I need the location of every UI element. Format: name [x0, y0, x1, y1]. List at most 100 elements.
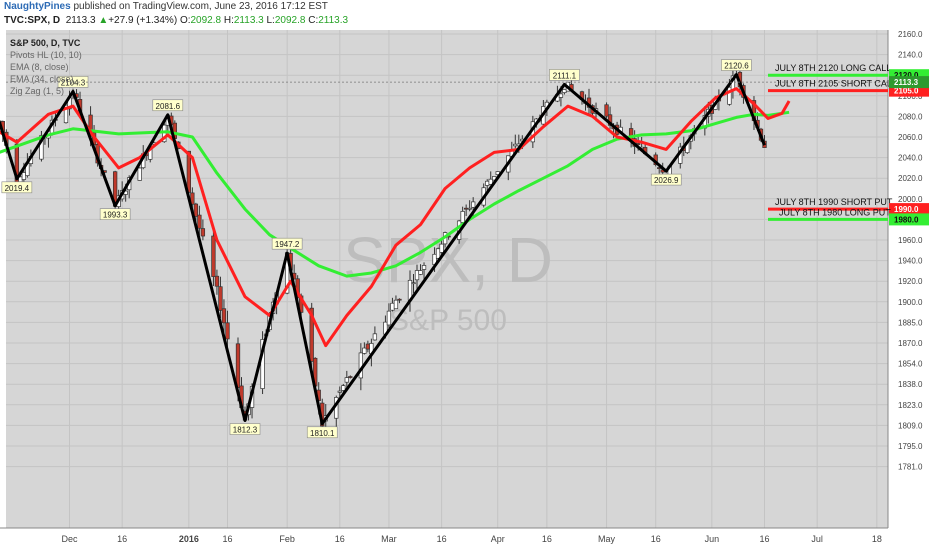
- legend-entry[interactable]: Zig Zag (1, 5): [10, 86, 64, 96]
- author-link[interactable]: NaughtyPines: [4, 1, 71, 12]
- pivot-label: 2026.9: [654, 176, 679, 185]
- low-label: L:: [266, 15, 275, 26]
- pivot-label-box: [152, 99, 184, 112]
- y-tick-label: 1781.0: [898, 463, 923, 472]
- pivot-label-box: [306, 426, 338, 439]
- candle-body: [211, 235, 216, 277]
- y-tick-label: 2140.0: [898, 51, 923, 60]
- y-tick-label: 2060.0: [898, 133, 923, 142]
- candle-body: [727, 86, 732, 105]
- x-tick-label: 16: [542, 534, 552, 544]
- y-tick-label: 1870.0: [898, 339, 923, 348]
- y-tick-label: 1960.0: [898, 236, 923, 245]
- candle-body: [63, 104, 69, 124]
- pivot-label: 1947.2: [275, 240, 300, 249]
- candle-body: [190, 192, 195, 205]
- pivot-label: 2081.6: [156, 102, 181, 111]
- high-label: H:: [223, 15, 234, 26]
- candle-body: [260, 339, 265, 389]
- candle-body: [372, 333, 378, 341]
- x-tick-label: 16: [335, 534, 345, 544]
- candle-body: [411, 282, 416, 285]
- candle-body: [341, 385, 346, 391]
- candle-body: [309, 307, 314, 362]
- price-change: +27.9 (+1.34%): [108, 15, 178, 26]
- candle-body: [200, 228, 206, 237]
- pivot-label-box: [721, 59, 752, 71]
- option-leg-label: JULY 8TH 1990 SHORT PUT: [775, 197, 893, 207]
- x-tick-label: 16: [437, 534, 447, 544]
- candle-body: [225, 322, 230, 340]
- candles: [0, 67, 767, 432]
- price-axis[interactable]: [888, 30, 932, 528]
- high-value: 2113.3: [233, 15, 264, 26]
- candle-body: [464, 207, 469, 210]
- candle-body: [365, 343, 371, 350]
- candle-body: [439, 243, 444, 253]
- close-label: C:: [308, 15, 319, 26]
- ema34-line: [0, 110, 790, 278]
- candle-body: [137, 167, 142, 181]
- candle-body: [348, 376, 353, 378]
- option-price-tag: [889, 213, 929, 226]
- candle-body: [386, 310, 392, 326]
- candle-body: [460, 211, 465, 223]
- pivot-label-box: [229, 423, 261, 435]
- candle-body: [418, 270, 423, 275]
- x-tick-label: 2016: [179, 534, 199, 544]
- candle-body: [193, 203, 199, 217]
- candle-body: [390, 302, 395, 311]
- symbol-label: TVC:SPX, D: [4, 15, 61, 26]
- legend-entry[interactable]: Pivots HL (10, 10): [10, 50, 82, 60]
- plot-area[interactable]: [6, 30, 888, 528]
- candle-body: [604, 104, 609, 117]
- candle-body: [221, 308, 227, 324]
- pivot-label: 1810.1: [310, 429, 335, 438]
- candle-body: [414, 270, 420, 281]
- y-tick-label: 1795.0: [898, 442, 923, 451]
- candle-body: [197, 214, 202, 229]
- legend-entry[interactable]: S&P 500, D, TVC: [10, 38, 81, 48]
- pivot-label-box: [549, 69, 580, 81]
- quote-bar: TVC:SPX, D 2113.3 ▲+27.9 (+1.34%) O:2092…: [0, 14, 932, 28]
- publish-info: published on TradingView.com, June 23, 2…: [70, 1, 328, 12]
- up-arrow-icon: ▲: [98, 15, 109, 26]
- candle-body: [39, 135, 44, 160]
- y-tick-label: 1900.0: [898, 298, 923, 307]
- x-tick-label: Mar: [381, 534, 397, 544]
- option-price-tag-label: 2105.0: [894, 87, 919, 96]
- time-axis[interactable]: [0, 528, 932, 550]
- pivot-label: 1812.3: [233, 426, 258, 435]
- x-tick-label: Feb: [279, 534, 295, 544]
- watermark-name: S&P 500: [389, 304, 507, 337]
- x-tick-label: May: [598, 534, 616, 544]
- option-leg-label: JULY 8TH 2105 SHORT CALL: [775, 79, 897, 89]
- x-tick-label: Dec: [62, 534, 79, 544]
- option-price-tag: [889, 203, 929, 216]
- candle-body: [562, 89, 567, 93]
- pivot-label: 1993.3: [103, 211, 128, 220]
- pivot-label-box: [1, 181, 33, 194]
- pivot-label: 2019.4: [5, 184, 30, 193]
- candle-body: [362, 347, 367, 354]
- candle-body: [435, 248, 441, 259]
- candle-body: [214, 275, 220, 287]
- candle-body: [558, 93, 564, 98]
- y-tick-label: 2160.0: [898, 30, 923, 39]
- x-tick-label: Jun: [705, 534, 720, 544]
- legend-entry[interactable]: EMA (34, close): [10, 74, 74, 84]
- legend-entry[interactable]: EMA (8, close): [10, 62, 69, 72]
- pivot-label: 2104.3: [61, 78, 86, 87]
- option-leg-label: JULY 8TH 1980 LONG PUT: [779, 207, 891, 217]
- candle-body: [421, 265, 427, 270]
- pivot-label-box: [271, 237, 303, 250]
- y-tick-label: 2080.0: [898, 112, 923, 121]
- candle-body: [471, 201, 476, 208]
- x-tick-label: 16: [222, 534, 232, 544]
- pivot-label: 2111.1: [553, 71, 577, 80]
- open-value: 2092.8: [190, 15, 222, 26]
- publish-header: NaughtyPines published on TradingView.co…: [0, 0, 932, 14]
- x-tick-label: 16: [760, 534, 770, 544]
- zigzag-line: [0, 73, 766, 426]
